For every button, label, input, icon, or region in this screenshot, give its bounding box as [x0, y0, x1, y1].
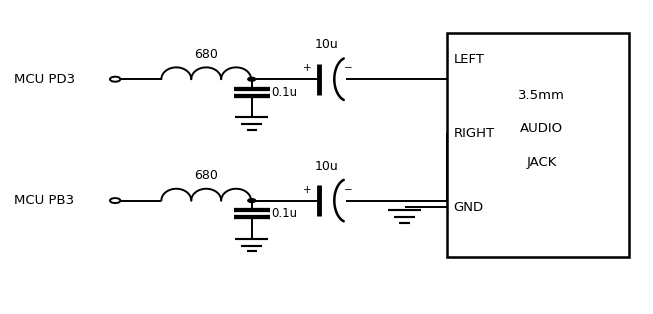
Text: +: +	[303, 63, 311, 73]
Text: AUDIO: AUDIO	[520, 122, 563, 135]
Text: 10u: 10u	[315, 160, 338, 173]
Text: 0.1u: 0.1u	[271, 207, 297, 220]
Circle shape	[248, 199, 255, 203]
Circle shape	[248, 77, 255, 81]
Text: MCU PB3: MCU PB3	[14, 194, 74, 207]
Text: LEFT: LEFT	[453, 53, 484, 66]
Text: GND: GND	[453, 201, 483, 214]
Text: 10u: 10u	[315, 38, 338, 51]
Text: 0.1u: 0.1u	[271, 86, 297, 99]
Text: RIGHT: RIGHT	[453, 127, 494, 140]
Bar	[447, 33, 629, 257]
Text: 680: 680	[195, 47, 218, 61]
Text: 680: 680	[195, 169, 218, 182]
Text: +: +	[303, 185, 311, 195]
Text: −: −	[344, 185, 353, 195]
Text: 3.5mm: 3.5mm	[518, 89, 565, 102]
Text: −: −	[344, 63, 353, 73]
Text: MCU PD3: MCU PD3	[14, 73, 76, 86]
Text: JACK: JACK	[526, 156, 556, 169]
